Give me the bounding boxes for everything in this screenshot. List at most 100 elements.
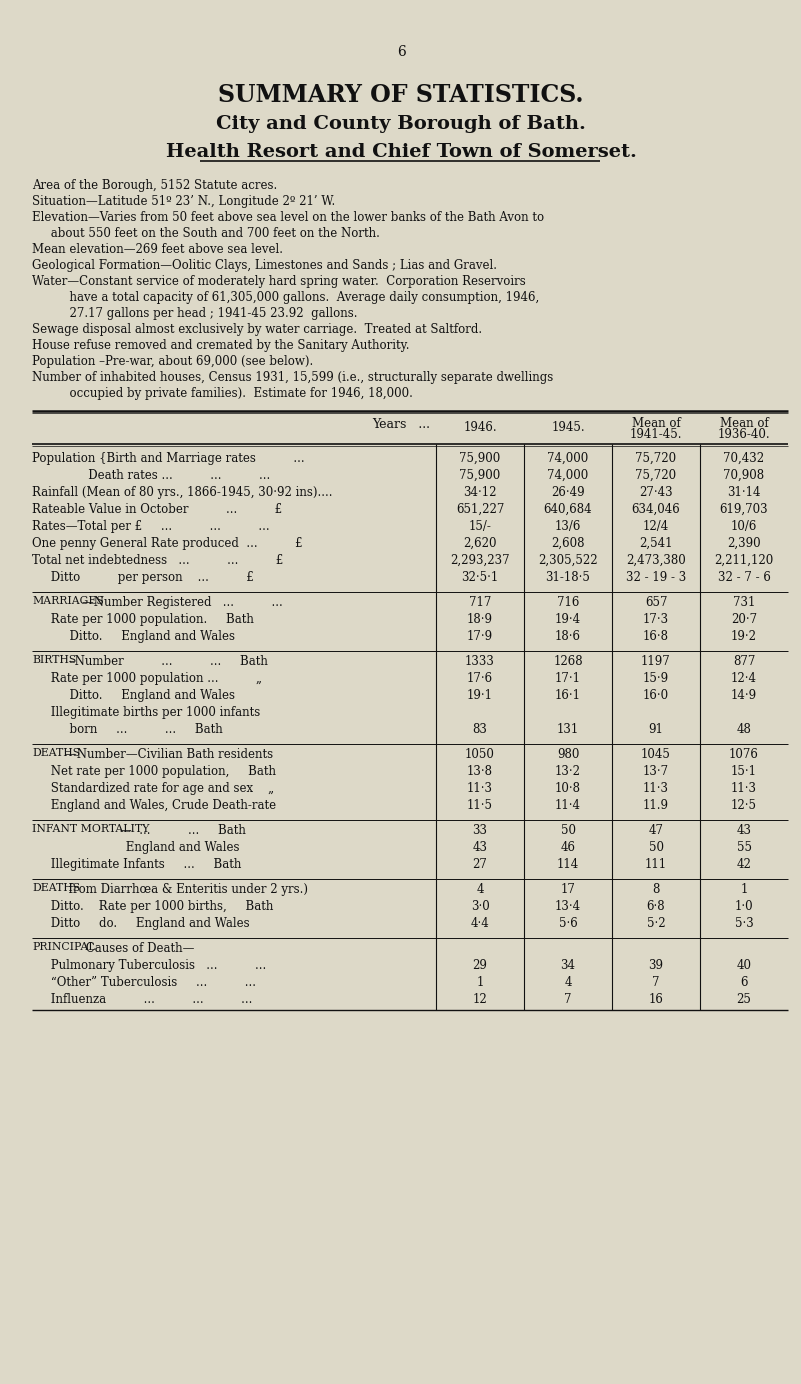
Text: 18·9: 18·9 bbox=[467, 613, 493, 626]
Text: 25: 25 bbox=[737, 992, 751, 1006]
Text: Years   ...: Years ... bbox=[372, 418, 430, 430]
Text: Rate per 1000 population ...          „: Rate per 1000 population ... „ bbox=[32, 673, 262, 685]
Text: have a total capacity of 61,305,000 gallons.  Average daily consumption, 1946,: have a total capacity of 61,305,000 gall… bbox=[32, 291, 539, 304]
Text: 74,000: 74,000 bbox=[547, 453, 589, 465]
Text: England and Wales, Crude Death-rate: England and Wales, Crude Death-rate bbox=[32, 799, 276, 812]
Text: 32 - 7 - 6: 32 - 7 - 6 bbox=[718, 572, 771, 584]
Text: 13·7: 13·7 bbox=[643, 765, 669, 778]
Text: England and Wales: England and Wales bbox=[32, 841, 239, 854]
Text: 1: 1 bbox=[477, 976, 484, 990]
Text: 716: 716 bbox=[557, 597, 579, 609]
Text: Ditto     do.     England and Wales: Ditto do. England and Wales bbox=[32, 918, 250, 930]
Text: 27.17 gallons per head ; 1941-45 23.92  gallons.: 27.17 gallons per head ; 1941-45 23.92 g… bbox=[32, 307, 357, 320]
Text: BIRTHS: BIRTHS bbox=[32, 655, 76, 664]
Text: 5·2: 5·2 bbox=[646, 918, 666, 930]
Text: Pulmonary Tuberculosis   ...          ...: Pulmonary Tuberculosis ... ... bbox=[32, 959, 266, 972]
Text: 4: 4 bbox=[564, 976, 572, 990]
Text: 8: 8 bbox=[652, 883, 660, 895]
Text: 5·6: 5·6 bbox=[558, 918, 578, 930]
Text: 7: 7 bbox=[652, 976, 660, 990]
Text: 31-18·5: 31-18·5 bbox=[545, 572, 590, 584]
Text: Illegitimate births per 1000 infants: Illegitimate births per 1000 infants bbox=[32, 706, 260, 720]
Text: 11.9: 11.9 bbox=[643, 799, 669, 812]
Text: Population {Birth and Marriage rates          ...: Population {Birth and Marriage rates ... bbox=[32, 453, 304, 465]
Text: MARRIAGES: MARRIAGES bbox=[32, 597, 104, 606]
Text: 2,390: 2,390 bbox=[727, 537, 761, 549]
Text: 74,000: 74,000 bbox=[547, 469, 589, 482]
Text: Ditto.     England and Wales: Ditto. England and Wales bbox=[32, 630, 235, 644]
Text: occupied by private families).  Estimate for 1946, 18,000.: occupied by private families). Estimate … bbox=[32, 388, 413, 400]
Text: —Number—Civilian Bath residents: —Number—Civilian Bath residents bbox=[65, 747, 273, 761]
Text: 55: 55 bbox=[736, 841, 751, 854]
Text: 2,620: 2,620 bbox=[463, 537, 497, 549]
Text: 3·0: 3·0 bbox=[471, 900, 489, 913]
Text: Death rates ...          ...          ...: Death rates ... ... ... bbox=[32, 469, 270, 482]
Text: 1941-45.: 1941-45. bbox=[630, 428, 682, 441]
Text: 75,900: 75,900 bbox=[460, 469, 501, 482]
Text: INFANT MORTALITY: INFANT MORTALITY bbox=[32, 823, 149, 835]
Text: One penny General Rate produced  ...          £: One penny General Rate produced ... £ bbox=[32, 537, 303, 549]
Text: 634,046: 634,046 bbox=[632, 502, 680, 516]
Text: 13·2: 13·2 bbox=[555, 765, 581, 778]
Text: 114: 114 bbox=[557, 858, 579, 871]
Text: 2,608: 2,608 bbox=[551, 537, 585, 549]
Text: 48: 48 bbox=[737, 722, 751, 736]
Text: 75,900: 75,900 bbox=[460, 453, 501, 465]
Text: 31·14: 31·14 bbox=[727, 486, 761, 500]
Text: 1050: 1050 bbox=[465, 747, 495, 761]
Text: born     ...          ...     Bath: born ... ... Bath bbox=[32, 722, 223, 736]
Text: 20·7: 20·7 bbox=[731, 613, 757, 626]
Text: 14·9: 14·9 bbox=[731, 689, 757, 702]
Text: 19·2: 19·2 bbox=[731, 630, 757, 644]
Text: 16·0: 16·0 bbox=[643, 689, 669, 702]
Text: 980: 980 bbox=[557, 747, 579, 761]
Text: 17·9: 17·9 bbox=[467, 630, 493, 644]
Text: 17·3: 17·3 bbox=[643, 613, 669, 626]
Text: Elevation—Varies from 50 feet above sea level on the lower banks of the Bath Avo: Elevation—Varies from 50 feet above sea … bbox=[32, 210, 544, 224]
Text: 12/4: 12/4 bbox=[643, 520, 669, 533]
Text: 27: 27 bbox=[473, 858, 488, 871]
Text: PRINCIPAL: PRINCIPAL bbox=[32, 943, 95, 952]
Text: 11·3: 11·3 bbox=[731, 782, 757, 794]
Text: 17: 17 bbox=[561, 883, 575, 895]
Text: Total net indebtedness   ...          ...          £: Total net indebtedness ... ... £ bbox=[32, 554, 284, 567]
Text: 11·3: 11·3 bbox=[643, 782, 669, 794]
Text: 6: 6 bbox=[396, 46, 405, 60]
Text: 34: 34 bbox=[561, 959, 575, 972]
Text: 47: 47 bbox=[649, 823, 663, 837]
Text: 1·0: 1·0 bbox=[735, 900, 753, 913]
Text: 16: 16 bbox=[649, 992, 663, 1006]
Text: 16·8: 16·8 bbox=[643, 630, 669, 644]
Text: 33: 33 bbox=[473, 823, 488, 837]
Text: 17·6: 17·6 bbox=[467, 673, 493, 685]
Text: 619,703: 619,703 bbox=[719, 502, 768, 516]
Text: City and County Borough of Bath.: City and County Borough of Bath. bbox=[216, 115, 586, 133]
Text: 111: 111 bbox=[645, 858, 667, 871]
Text: 19·4: 19·4 bbox=[555, 613, 581, 626]
Text: 13/6: 13/6 bbox=[555, 520, 582, 533]
Text: 32·5·1: 32·5·1 bbox=[461, 572, 499, 584]
Text: 34·12: 34·12 bbox=[463, 486, 497, 500]
Text: DEATHS: DEATHS bbox=[32, 883, 80, 893]
Text: 717: 717 bbox=[469, 597, 491, 609]
Text: 7: 7 bbox=[564, 992, 572, 1006]
Text: –Number          ...          ...     Bath: –Number ... ... Bath bbox=[65, 655, 268, 668]
Text: 2,541: 2,541 bbox=[639, 537, 673, 549]
Text: 29: 29 bbox=[473, 959, 488, 972]
Text: Geological Formation—Oolitic Clays, Limestones and Sands ; Lias and Gravel.: Geological Formation—Oolitic Clays, Lime… bbox=[32, 259, 497, 273]
Text: Area of the Borough, 5152 Statute acres.: Area of the Borough, 5152 Statute acres. bbox=[32, 179, 277, 192]
Text: 16·1: 16·1 bbox=[555, 689, 581, 702]
Text: “Other” Tuberculosis     ...          ...: “Other” Tuberculosis ... ... bbox=[32, 976, 256, 990]
Text: 5·3: 5·3 bbox=[735, 918, 754, 930]
Text: 15·9: 15·9 bbox=[643, 673, 669, 685]
Text: 657: 657 bbox=[645, 597, 667, 609]
Text: 39: 39 bbox=[649, 959, 663, 972]
Text: 70,432: 70,432 bbox=[723, 453, 765, 465]
Text: Sewage disposal almost exclusively by water carriage.  Treated at Saltford.: Sewage disposal almost exclusively by wa… bbox=[32, 322, 482, 336]
Text: 1333: 1333 bbox=[465, 655, 495, 668]
Text: about 550 feet on the South and 700 feet on the North.: about 550 feet on the South and 700 feet… bbox=[32, 227, 380, 239]
Text: 15/-: 15/- bbox=[469, 520, 492, 533]
Text: 11·4: 11·4 bbox=[555, 799, 581, 812]
Text: 1936-40.: 1936-40. bbox=[718, 428, 771, 441]
Text: 17·1: 17·1 bbox=[555, 673, 581, 685]
